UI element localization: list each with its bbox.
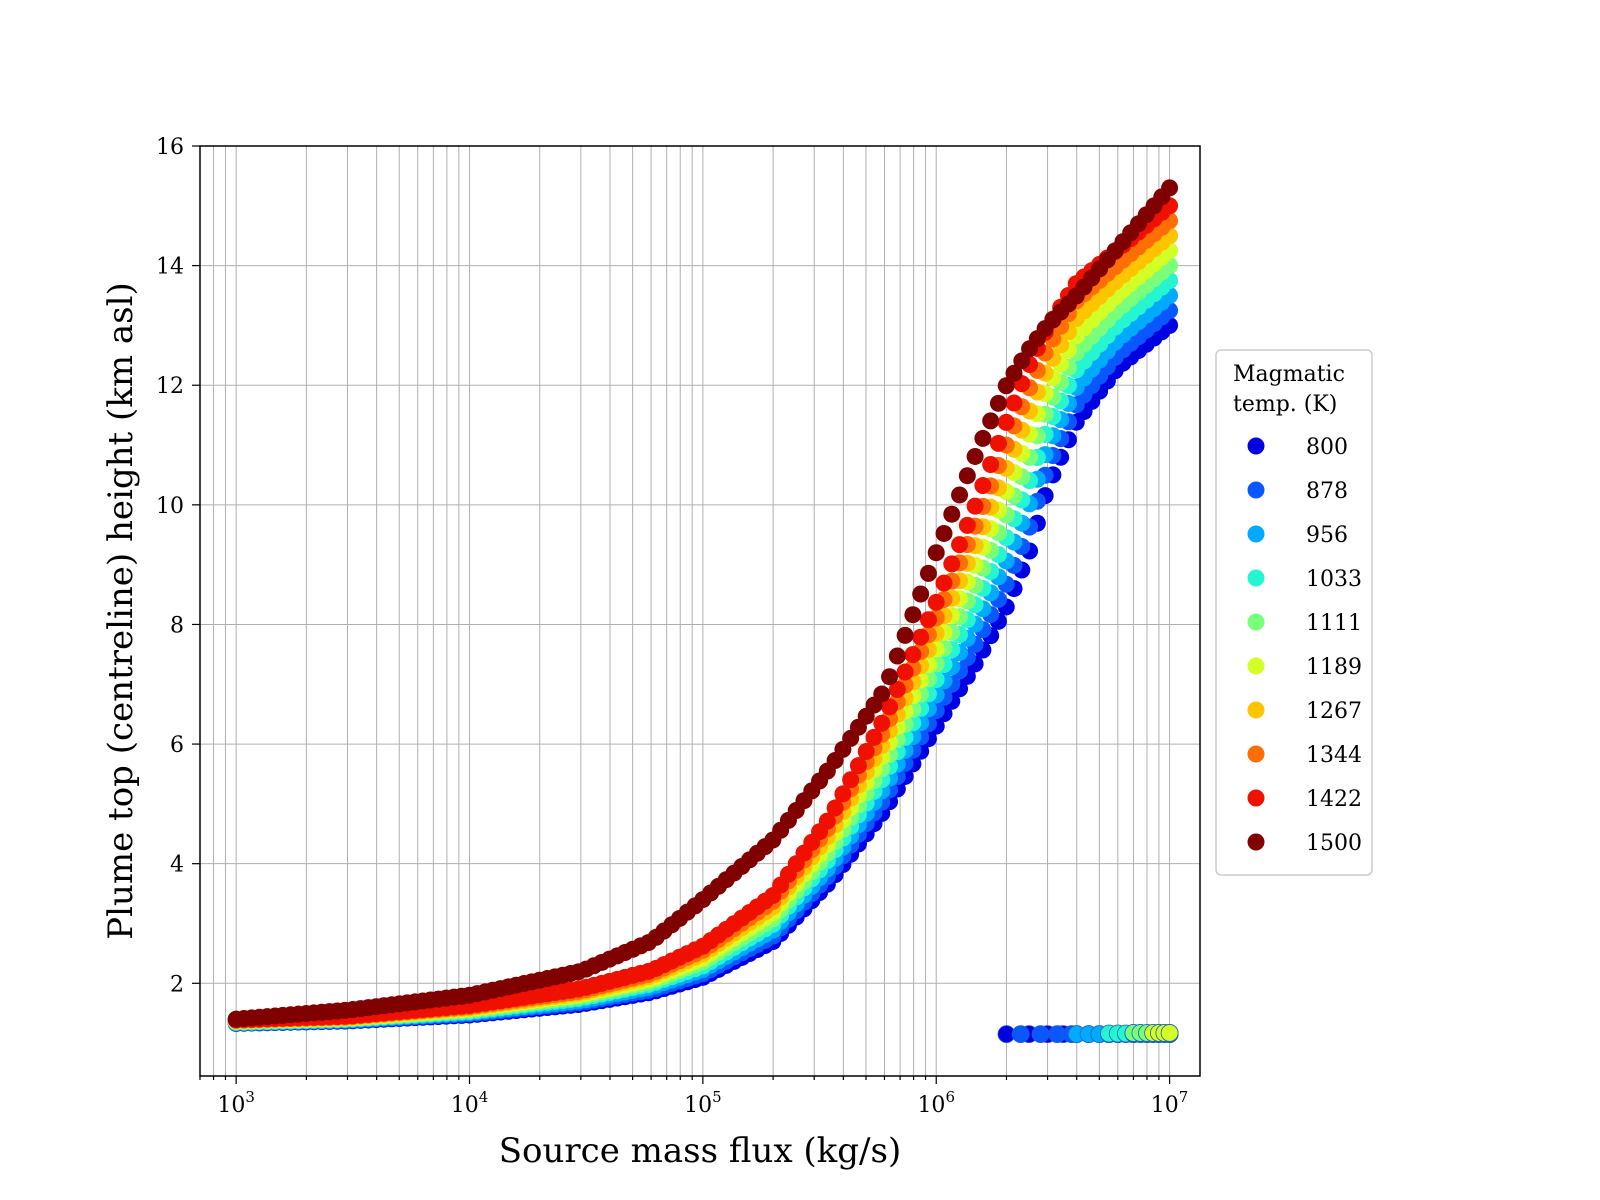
data-point — [966, 447, 984, 465]
legend-label: 1422 — [1306, 787, 1362, 812]
legend-marker — [1247, 657, 1265, 675]
y-tick-label: 8 — [170, 613, 184, 638]
data-point — [974, 429, 992, 447]
data-point — [927, 593, 945, 611]
data-point — [935, 574, 953, 592]
legend-marker — [1247, 569, 1265, 587]
x-tick-label: 103 — [217, 1088, 255, 1118]
legend-title: Magmatic — [1233, 362, 1345, 387]
data-point — [904, 646, 922, 664]
data-point — [1013, 352, 1031, 370]
data-point — [896, 663, 914, 681]
data-point — [904, 606, 922, 624]
y-tick-label: 14 — [156, 255, 184, 280]
x-tick-label: 107 — [1151, 1088, 1189, 1118]
data-point — [958, 467, 976, 485]
y-tick-label: 16 — [156, 135, 184, 160]
data-point — [818, 812, 836, 830]
legend-marker — [1247, 481, 1265, 499]
x-tick-label: 106 — [917, 1088, 955, 1118]
y-tick-label: 10 — [156, 494, 184, 519]
legend-label: 878 — [1306, 479, 1348, 504]
x-axis-label: Source mass flux (kg/s) — [499, 1131, 901, 1171]
legend-box — [1215, 349, 1373, 876]
data-point — [873, 685, 891, 703]
legend-label: 1189 — [1306, 655, 1362, 680]
data-point — [881, 668, 899, 686]
data-point — [951, 536, 969, 554]
data-point — [1011, 1025, 1030, 1044]
x-tick-label: 104 — [451, 1088, 489, 1118]
y-tick-label: 4 — [170, 853, 184, 878]
legend-label: 1033 — [1306, 567, 1362, 592]
data-point — [989, 394, 1007, 412]
data-point — [982, 455, 1000, 473]
legend-marker — [1247, 745, 1265, 763]
data-point — [865, 728, 883, 746]
data-point — [974, 477, 992, 495]
legend-label: 956 — [1306, 523, 1348, 548]
data-point — [997, 377, 1015, 395]
legend-marker — [1247, 833, 1265, 851]
legend-marker — [1247, 613, 1265, 631]
data-point — [912, 628, 930, 646]
data-point — [888, 647, 906, 665]
legend-label: 1500 — [1306, 831, 1362, 856]
legend-title: temp. (K) — [1233, 392, 1337, 417]
data-point — [881, 698, 899, 716]
data-point — [919, 611, 937, 629]
y-tick-label: 2 — [170, 972, 184, 997]
data-point — [842, 771, 860, 789]
legend-marker — [1247, 701, 1265, 719]
data-point — [857, 742, 875, 760]
data-point — [1160, 1024, 1179, 1042]
data-point — [1161, 179, 1179, 197]
data-point — [958, 516, 976, 534]
data-point — [997, 413, 1015, 431]
data-point — [1005, 394, 1023, 412]
data-point — [982, 412, 1000, 430]
x-tick-label: 105 — [684, 1088, 722, 1118]
data-point — [1031, 1025, 1050, 1044]
legend: Magmatic temp. (K) 800 878 956 1033 1111 1189 12… — [1215, 349, 1373, 876]
legend-label: 1344 — [1306, 743, 1362, 768]
y-axis-label: Plume top (centreline) height (km asl) — [101, 282, 141, 940]
data-point — [927, 544, 945, 562]
data-point — [888, 680, 906, 698]
data-points — [227, 179, 1179, 1044]
data-point — [966, 497, 984, 515]
data-point — [912, 585, 930, 603]
data-point — [943, 505, 961, 523]
data-point — [834, 785, 852, 803]
data-point — [919, 564, 937, 582]
y-tick-label: 6 — [170, 733, 184, 758]
legend-marker — [1247, 437, 1265, 455]
data-point — [951, 486, 969, 504]
data-point — [989, 434, 1007, 452]
legend-marker — [1247, 525, 1265, 543]
legend-label: 800 — [1306, 435, 1348, 460]
data-point — [943, 555, 961, 573]
data-point — [849, 757, 867, 775]
series-1500 — [227, 179, 1179, 1028]
data-point — [896, 626, 914, 644]
plot-frame — [199, 145, 1201, 1077]
data-point — [1005, 364, 1023, 382]
legend-label: 1111 — [1306, 611, 1362, 636]
y-tick-label: 12 — [156, 374, 184, 399]
data-point — [826, 799, 844, 817]
axis-ticks: 103 104 105 106 107 2 4 6 8 10 12 14 16 — [156, 135, 1188, 1118]
grid-layer — [199, 145, 1200, 1076]
legend-label: 1267 — [1306, 699, 1362, 724]
data-point — [935, 524, 953, 542]
legend-marker — [1247, 789, 1265, 807]
data-point — [873, 714, 891, 732]
